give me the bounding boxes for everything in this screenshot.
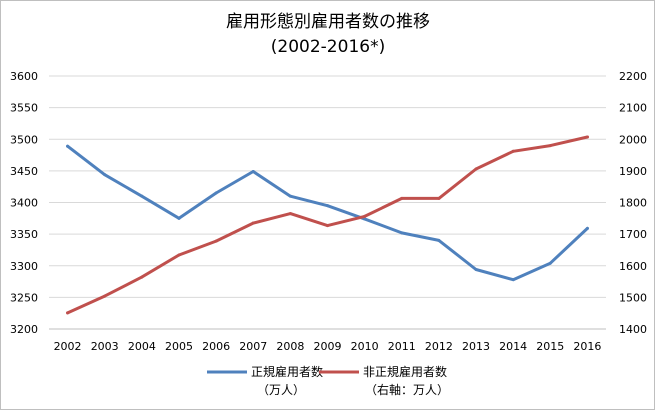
- x-tick-label: 2013: [462, 340, 490, 353]
- x-tick-label: 2006: [202, 340, 230, 353]
- x-axis: 2002 2003 2004 2005 2006 2007 2008 2009 2010 2011…: [54, 340, 602, 353]
- point-regular: [251, 170, 255, 174]
- point-regular: [177, 216, 181, 220]
- point-nonregular: [103, 294, 107, 298]
- x-tick-label: 2012: [425, 340, 453, 353]
- point-nonregular: [585, 135, 589, 139]
- point-regular: [363, 217, 367, 221]
- x-tick-label: 2011: [388, 340, 416, 353]
- point-regular: [474, 268, 478, 272]
- point-nonregular: [140, 275, 144, 279]
- legend: 正規雇用者数 （万人） 非正規雇用者数 （右軸：万人）: [207, 364, 449, 397]
- point-regular: [288, 194, 292, 198]
- x-tick-label: 2004: [128, 340, 156, 353]
- x-tick-label: 2002: [54, 340, 82, 353]
- left-y-tick-label: 3500: [10, 133, 38, 146]
- point-regular: [548, 261, 552, 265]
- right-y-tick-label: 1900: [619, 165, 647, 178]
- chart-subtitle: (2002-2016*): [271, 37, 385, 57]
- left-y-tick-label: 3200: [10, 323, 38, 336]
- point-regular: [326, 204, 329, 208]
- right-y-tick-label: 1700: [619, 228, 647, 241]
- series-lines: [66, 135, 589, 315]
- point-nonregular: [288, 212, 292, 216]
- point-regular: [585, 226, 589, 230]
- point-regular: [400, 231, 404, 235]
- point-nonregular: [474, 167, 478, 171]
- chart-title: 雇用形態別雇用者数の推移: [226, 12, 430, 32]
- point-nonregular: [214, 239, 218, 243]
- point-nonregular: [363, 214, 367, 218]
- legend-label-regular: 正規雇用者数: [251, 364, 323, 379]
- point-nonregular: [251, 221, 255, 225]
- gridlines: [49, 75, 606, 298]
- x-tick-label: 2007: [239, 340, 267, 353]
- right-y-tick-label: 2100: [619, 102, 647, 115]
- point-regular: [103, 173, 107, 177]
- point-regular: [66, 144, 70, 148]
- x-tick-label: 2015: [536, 340, 564, 353]
- left-y-tick-label: 3550: [10, 102, 38, 115]
- point-regular: [437, 238, 441, 242]
- right-y-tick-label: 2000: [619, 133, 647, 146]
- left-y-tick-label: 3600: [10, 70, 38, 83]
- left-y-tick-label: 3300: [10, 260, 38, 273]
- point-nonregular: [400, 196, 404, 200]
- left-y-tick-label: 3350: [10, 228, 38, 241]
- point-nonregular: [66, 311, 70, 315]
- right-y-axis: 1400 1500 1600 1700 1800 1900 2000 2100 2200: [619, 70, 647, 336]
- x-tick-label: 2014: [499, 340, 527, 353]
- point-nonregular: [177, 253, 181, 257]
- right-y-tick-label: 1600: [619, 260, 647, 273]
- right-y-tick-label: 1400: [619, 323, 647, 336]
- right-y-tick-label: 2200: [619, 70, 647, 83]
- x-tick-label: 2009: [314, 340, 342, 353]
- legend-label-nonregular: 非正規雇用者数: [363, 364, 447, 379]
- left-y-tick-label: 3250: [10, 291, 38, 304]
- point-regular: [140, 194, 144, 198]
- point-regular: [214, 191, 218, 195]
- legend-unit-regular: （万人）: [257, 383, 305, 397]
- right-y-tick-label: 1800: [619, 197, 647, 210]
- x-tick-label: 2016: [573, 340, 601, 353]
- x-tick-label: 2003: [91, 340, 119, 353]
- series-line-regular: [66, 144, 589, 282]
- point-nonregular: [437, 196, 441, 200]
- point-nonregular: [511, 149, 515, 153]
- legend-unit-nonregular: （右軸：万人）: [365, 382, 449, 397]
- left-y-tick-label: 3400: [10, 197, 38, 210]
- point-nonregular: [326, 224, 329, 228]
- right-y-tick-label: 1500: [619, 291, 647, 304]
- x-tick-label: 2005: [165, 340, 193, 353]
- left-y-tick-label: 3450: [10, 165, 38, 178]
- point-regular: [511, 278, 515, 282]
- left-y-axis: 3200 3250 3300 3350 3400 3450 3500 3550 3600: [10, 70, 38, 336]
- x-tick-label: 2008: [276, 340, 304, 353]
- point-nonregular: [548, 144, 552, 148]
- x-tick-label: 2010: [351, 340, 379, 353]
